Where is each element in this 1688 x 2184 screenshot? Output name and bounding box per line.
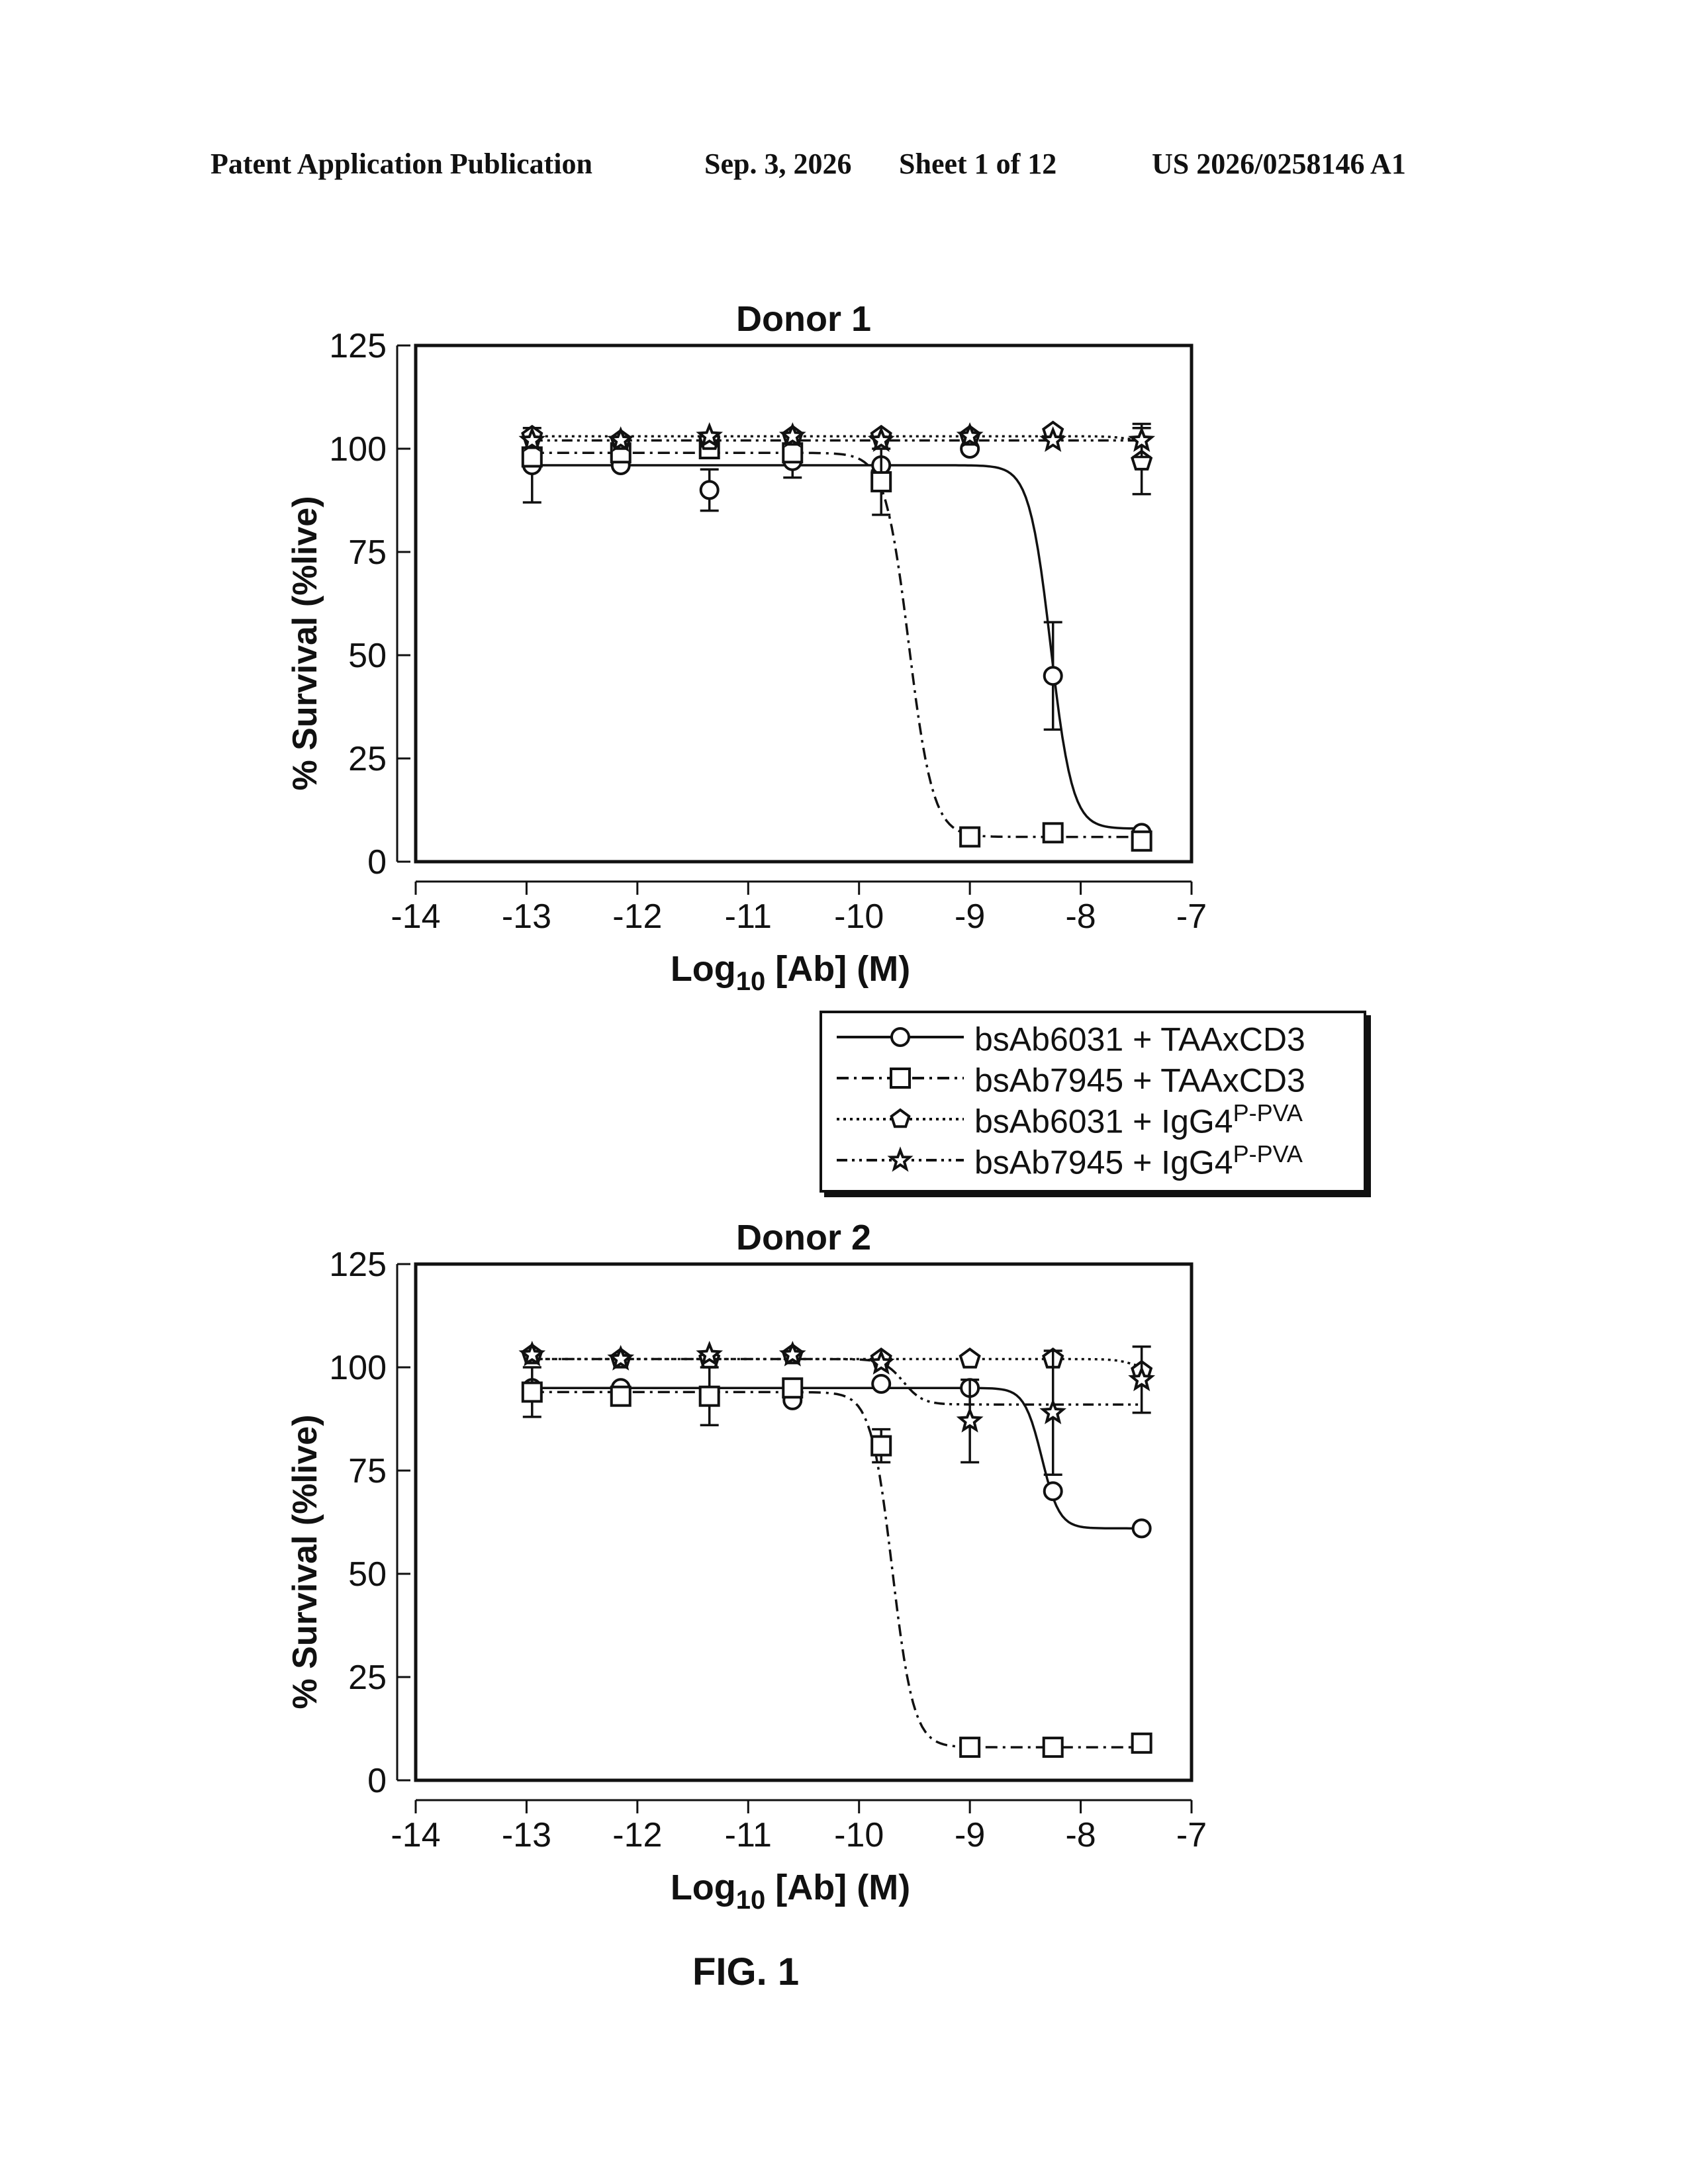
legend-star-dashdotdot-icon (834, 1144, 966, 1177)
y-tick-label: 25 (348, 1659, 387, 1697)
data-point-square (523, 1383, 541, 1401)
x-tick-label: -7 (1176, 1816, 1207, 1854)
x-tick-label: -12 (612, 1816, 662, 1854)
data-point-square (1044, 1738, 1062, 1756)
data-point-square (961, 1738, 979, 1756)
y-tick-label: 50 (348, 1555, 387, 1594)
x-tick-label: -13 (502, 1816, 551, 1854)
legend-label: bsAb6031 + TAAxCD3 (974, 1017, 1305, 1059)
x-tick-label: -11 (725, 1816, 772, 1854)
legend-circle-line-icon (834, 1021, 966, 1054)
data-point-pentagon (961, 1349, 980, 1367)
data-point-star (960, 1410, 980, 1430)
legend-label: bsAb6031 + IgG4P-PVA (974, 1099, 1303, 1141)
legend-label: bsAb7945 + TAAxCD3 (974, 1058, 1305, 1100)
y-tick-label: 100 (329, 1349, 387, 1387)
fit-curve (532, 1392, 1142, 1747)
legend-item-bsab6031-taaxcd3: bsAb6031 + TAAxCD3 (822, 1017, 1364, 1057)
figure-label: FIG. 1 (692, 1950, 799, 1994)
data-point-square (612, 1387, 630, 1406)
legend-item-bsab7945-taaxcd3: bsAb7945 + TAAxCD3 (822, 1058, 1364, 1098)
legend-square-dashdot-icon (834, 1062, 966, 1095)
x-tick-label: -8 (1065, 1816, 1096, 1854)
y-tick-label: 125 (329, 1246, 387, 1284)
data-point-square (783, 1379, 802, 1397)
data-point-square (700, 1387, 719, 1406)
chart-legend: bsAb6031 + TAAxCD3 bsAb7945 + TAAxCD3 bs… (820, 1011, 1366, 1193)
y-tick-label: 75 (348, 1452, 387, 1490)
chart-title: Donor 2 (736, 1218, 871, 1257)
legend-pentagon-dotted-icon (834, 1103, 966, 1136)
x-axis-label: Log10 [Ab] (M) (671, 1868, 910, 1915)
x-tick-label: -10 (834, 1816, 884, 1854)
legend-item-bsab7945-igg4: bsAb7945 + IgG4P-PVA (822, 1140, 1364, 1180)
x-tick-label: -14 (391, 1816, 440, 1854)
series-square (523, 1367, 1151, 1756)
data-point-circle (872, 1375, 890, 1392)
y-axis-label: % Survival (%live) (286, 1414, 324, 1709)
data-point-square (1133, 1734, 1151, 1752)
data-point-circle (1045, 1482, 1062, 1500)
legend-item-bsab6031-igg4: bsAb6031 + IgG4P-PVA (822, 1099, 1364, 1139)
x-tick-label: -9 (955, 1816, 985, 1854)
legend-label: bsAb7945 + IgG4P-PVA (974, 1140, 1303, 1182)
data-point-circle (1133, 1520, 1150, 1537)
data-point-square (872, 1437, 890, 1455)
y-tick-label: 0 (367, 1762, 387, 1800)
